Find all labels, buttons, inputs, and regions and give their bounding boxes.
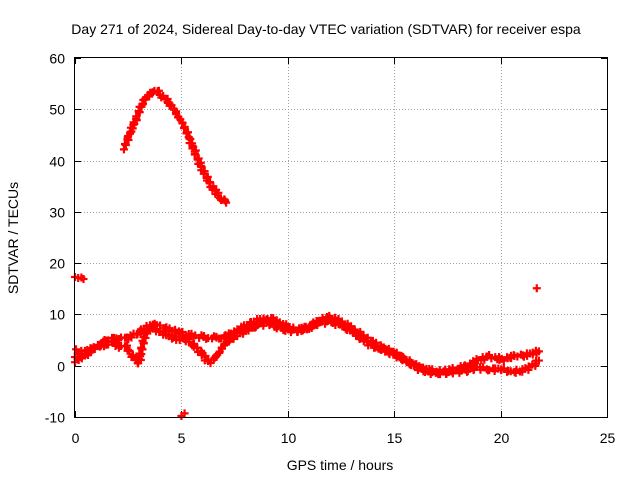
data-point — [532, 284, 541, 293]
y-axis-label: SDTVAR / TECUs — [5, 182, 21, 294]
data-point — [251, 322, 260, 331]
series-arc-high — [119, 86, 231, 207]
data-point — [137, 343, 146, 352]
data-point — [534, 347, 543, 356]
x-tick-label: 15 — [387, 430, 403, 446]
data-point — [171, 109, 180, 118]
data-point — [222, 198, 231, 207]
data-point — [132, 112, 141, 121]
y-tick-label: -10 — [45, 410, 65, 426]
data-point — [72, 345, 81, 354]
x-tick-label: 0 — [72, 430, 80, 446]
x-axis-label: GPS time / hours — [287, 457, 394, 473]
data-point — [180, 409, 189, 418]
data-point — [191, 149, 200, 158]
data-point — [148, 88, 157, 97]
data-point — [79, 275, 88, 284]
x-tick-label: 25 — [600, 430, 616, 446]
x-tick-label: 5 — [178, 430, 186, 446]
y-tick-label: 60 — [49, 51, 65, 67]
data-layer — [71, 86, 543, 420]
y-tick-label: 40 — [49, 154, 65, 170]
chart-title: Day 271 of 2024, Sidereal Day-to-day VTE… — [71, 21, 581, 37]
data-point — [199, 169, 208, 178]
data-point — [180, 124, 189, 133]
data-point — [215, 348, 224, 357]
data-point — [167, 101, 176, 110]
data-point — [534, 356, 543, 365]
y-tick-label: 0 — [57, 359, 65, 375]
x-tick-label: 10 — [281, 430, 297, 446]
y-tick-label: 30 — [49, 205, 65, 221]
series-lower-band — [71, 317, 543, 379]
x-tick-label: 20 — [494, 430, 510, 446]
series-isolated — [71, 272, 541, 420]
data-point — [192, 343, 201, 352]
data-point — [355, 334, 364, 343]
y-tick-label: 10 — [49, 307, 65, 323]
data-point — [485, 365, 494, 374]
y-tick-label: 20 — [49, 256, 65, 272]
tick-layer: 0 5 10 15 20 25 -10 0 10 20 30 40 50 60 — [45, 51, 616, 447]
data-point — [178, 118, 187, 127]
plot-frame — [74, 57, 608, 418]
data-point — [125, 346, 134, 355]
y-tick-label: 50 — [49, 102, 65, 118]
